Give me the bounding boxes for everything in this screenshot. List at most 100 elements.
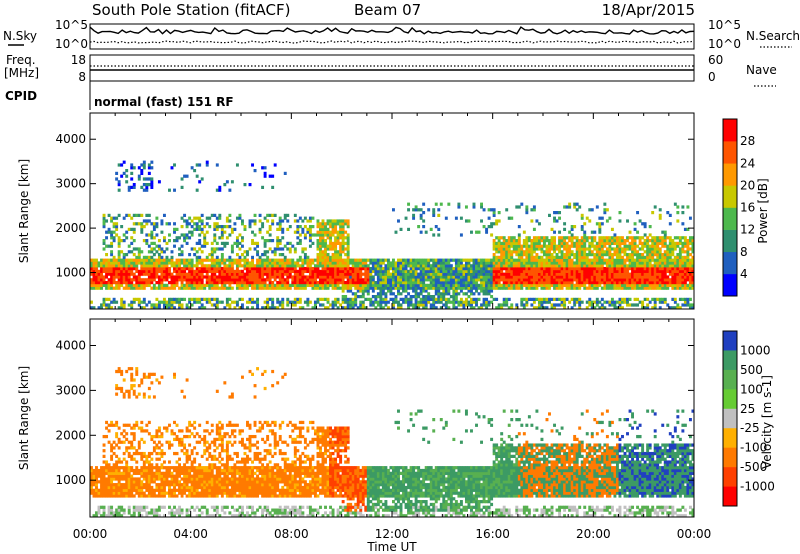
- echo-cell: [543, 269, 546, 273]
- echo-cell: [412, 306, 416, 310]
- echo-cell: [452, 272, 456, 276]
- echo-cell: [646, 253, 650, 257]
- echo-cell: [412, 278, 416, 282]
- echo-cell: [122, 392, 126, 396]
- echo-cell: [485, 264, 489, 268]
- echo-cell: [220, 275, 224, 279]
- echo-cell: [115, 281, 119, 285]
- echo-cell: [593, 300, 597, 304]
- echo-cell: [688, 258, 692, 262]
- echo-cell: [296, 219, 300, 223]
- echo-cell: [359, 289, 363, 293]
- echo-cell: [535, 258, 539, 262]
- echo-cell: [210, 281, 214, 285]
- echo-cell: [248, 183, 252, 187]
- echo-cell: [130, 261, 134, 265]
- echo-cell: [162, 272, 166, 276]
- echo-cell: [429, 306, 433, 310]
- echo-cell: [273, 250, 277, 254]
- echo-cell: [112, 297, 116, 301]
- echo-cell: [341, 300, 345, 304]
- echo-cell: [522, 303, 526, 307]
- echo-cell: [175, 227, 179, 231]
- echo-cell: [558, 211, 562, 215]
- echo-cell: [681, 261, 685, 265]
- echo-cell: [583, 281, 587, 285]
- echo-cell: [271, 297, 275, 301]
- echo-cell: [261, 272, 265, 276]
- echo-cell: [530, 241, 534, 245]
- echo-cell: [550, 275, 554, 279]
- echo-cell: [147, 219, 151, 223]
- echo-cell: [691, 255, 695, 259]
- echo-cell: [442, 292, 446, 296]
- echo-cell: [130, 185, 134, 189]
- echo-cell: [263, 269, 267, 273]
- echo-cell: [424, 275, 428, 279]
- echo-cell: [404, 261, 408, 265]
- echo-cell: [588, 267, 592, 271]
- echo-cell: [213, 225, 217, 229]
- echo-cell: [200, 303, 204, 307]
- echo-cell: [319, 278, 322, 282]
- echo-cell: [223, 283, 227, 287]
- echo-cell: [636, 264, 640, 268]
- echo-cell: [100, 286, 103, 290]
- echo-cell: [600, 244, 604, 248]
- echo-cell: [407, 275, 411, 279]
- echo-cell: [568, 272, 572, 276]
- echo-cell: [648, 269, 652, 273]
- echo-cell: [283, 213, 287, 217]
- echo-cell: [110, 446, 114, 450]
- echo-cell: [648, 264, 652, 268]
- echo-cell: [626, 275, 629, 279]
- echo-cell: [268, 281, 272, 285]
- echo-cell: [145, 269, 149, 273]
- echo-cell: [251, 258, 254, 262]
- echo-cell: [210, 267, 214, 271]
- echo-cell: [132, 166, 136, 170]
- echo-cell: [545, 244, 549, 248]
- echo-cell: [608, 241, 612, 245]
- echo-cell: [162, 275, 166, 279]
- echo-cell: [188, 272, 192, 276]
- echo-cell: [658, 278, 662, 282]
- echo-cell: [135, 283, 139, 287]
- echo-cell: [419, 303, 423, 307]
- echo-cell: [414, 303, 418, 307]
- echo-cell: [92, 272, 96, 276]
- echo-cell: [656, 283, 660, 287]
- echo-cell: [651, 244, 655, 248]
- echo-cell: [336, 233, 340, 237]
- echo-cell: [162, 306, 166, 310]
- echo-cell: [615, 275, 619, 279]
- echo-cell: [563, 205, 567, 209]
- echo-cell: [434, 292, 438, 296]
- echo-cell: [480, 269, 483, 273]
- echo-cell: [344, 295, 348, 299]
- echo-cell: [215, 188, 219, 192]
- echo-cell: [364, 272, 368, 276]
- echo-cell: [507, 286, 511, 290]
- echo-cell: [658, 253, 662, 257]
- echo-cell: [505, 250, 509, 254]
- echo-cell: [490, 278, 494, 282]
- echo-cell: [152, 306, 156, 310]
- echo-cell: [517, 205, 521, 209]
- echo-cell: [444, 272, 448, 276]
- echo-cell: [605, 236, 609, 240]
- echo-cell: [246, 283, 249, 287]
- echo-cell: [578, 264, 582, 268]
- echo-cell: [228, 264, 232, 268]
- echo-cell: [500, 267, 504, 271]
- echo-cell: [100, 477, 103, 481]
- echo-cell: [623, 272, 627, 276]
- echo-cell: [278, 269, 282, 273]
- echo-cell: [668, 213, 672, 217]
- echo-cell: [432, 272, 436, 276]
- echo-cell: [480, 205, 483, 209]
- echo-cell: [525, 205, 529, 209]
- echo-cell: [648, 239, 652, 243]
- echo-cell: [399, 278, 403, 282]
